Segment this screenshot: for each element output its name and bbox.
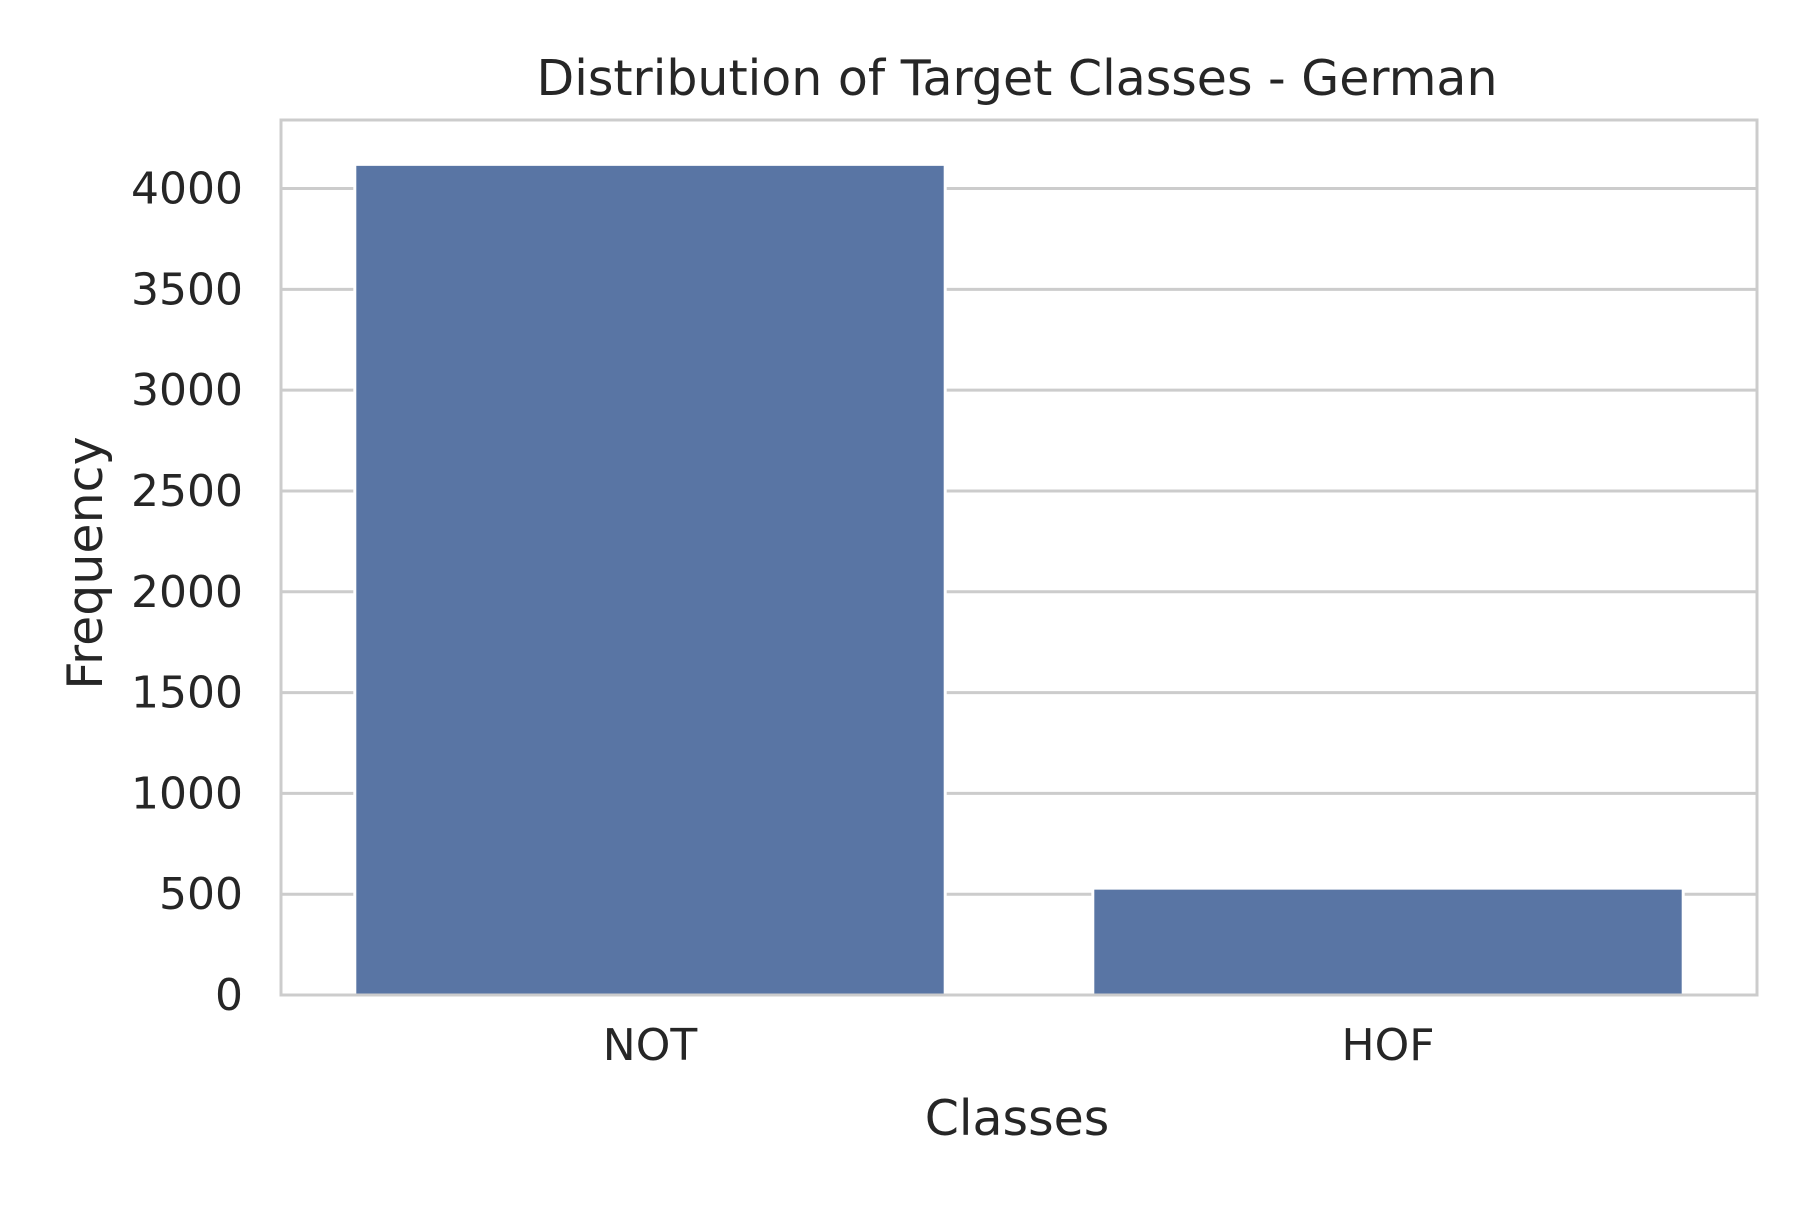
y-tick-label: 1500 (131, 668, 243, 719)
x-tick-labels: NOT HOF (603, 1020, 1435, 1071)
y-tick-label: 3000 (131, 365, 243, 416)
plot-frame (279, 118, 1759, 997)
y-tick-label: 2500 (131, 466, 243, 517)
x-tick-label: NOT (603, 1020, 698, 1071)
chart-title: Distribution of Target Classes - German (536, 50, 1497, 107)
y-axis-label: Frequency (57, 436, 114, 689)
y-tick-label: 0 (215, 970, 243, 1021)
bars (353, 162, 1685, 997)
bar-not (353, 162, 947, 997)
y-tick-label: 1000 (131, 768, 243, 819)
y-tick-labels: 0 500 1000 1500 2000 2500 3000 3500 4000 (131, 164, 243, 1021)
x-axis-label: Classes (925, 1090, 1110, 1147)
x-tick-label: HOF (1341, 1020, 1434, 1071)
y-tick-label: 4000 (131, 164, 243, 215)
y-tick-label: 500 (159, 869, 243, 920)
y-tick-label: 3500 (131, 264, 243, 315)
y-tick-label: 2000 (131, 567, 243, 618)
bar-hof (1091, 886, 1685, 997)
